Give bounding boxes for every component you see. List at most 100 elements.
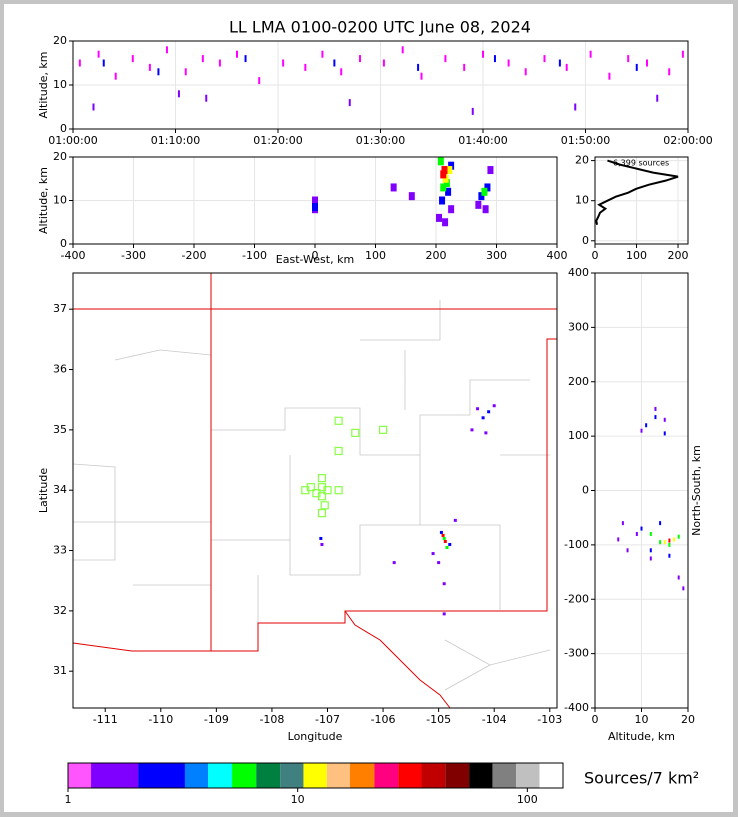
colorbar-segment — [349, 763, 375, 788]
source-point — [659, 521, 662, 526]
chart-title: LL LMA 0100-0200 UTC June 08, 2024 — [229, 18, 531, 37]
y-tick-label: 36 — [53, 363, 67, 376]
x-tick-label: 200 — [426, 249, 447, 262]
source-point — [565, 63, 568, 71]
source-point — [437, 561, 441, 565]
source-point — [524, 68, 527, 76]
station — [320, 501, 329, 510]
y-tick-label: 0 — [582, 234, 589, 247]
source-point — [663, 417, 666, 422]
station — [334, 446, 343, 456]
source-point — [392, 561, 396, 565]
y-axis-label: Altitude, km — [37, 167, 50, 234]
y-tick-label: 33 — [53, 544, 67, 557]
source-point — [319, 536, 323, 540]
source-point — [340, 68, 343, 76]
x-tick-label: -103 — [537, 713, 562, 726]
source-point — [487, 166, 494, 175]
source-point — [436, 213, 443, 222]
station — [317, 492, 327, 501]
source-point — [646, 59, 648, 67]
y-tick-label: 34 — [53, 483, 67, 496]
source-point — [487, 410, 491, 414]
x-tick-label: 0 — [592, 713, 599, 726]
source-point — [442, 536, 446, 540]
source-point — [543, 55, 546, 63]
source-point — [621, 521, 624, 526]
state-borders — [72, 273, 557, 709]
source-point — [608, 72, 611, 80]
x-tick-label: -105 — [426, 713, 451, 726]
source-point — [205, 94, 208, 102]
station — [378, 425, 388, 434]
y-tick-label: 32 — [53, 604, 67, 617]
source-point — [493, 55, 496, 63]
y-tick-label: 100 — [568, 429, 589, 442]
source-point — [445, 187, 452, 196]
y-tick-label: 300 — [568, 320, 589, 333]
y-axis-label: Latitude — [37, 468, 50, 514]
source-point — [148, 63, 151, 71]
panel: 1 10 100 Sources/7 km² — [65, 762, 699, 806]
source-point — [282, 59, 285, 67]
source-point — [463, 63, 466, 71]
source-point — [626, 548, 629, 553]
source-point — [444, 55, 447, 63]
source-point — [668, 553, 671, 558]
source-point — [645, 423, 648, 428]
source-point — [470, 428, 474, 432]
source-point — [441, 533, 445, 537]
source-point — [507, 59, 510, 67]
source-point — [244, 55, 247, 63]
source-point — [165, 46, 168, 54]
source-point — [475, 200, 482, 209]
colorbar-segment — [184, 763, 209, 788]
source-point — [236, 50, 238, 58]
y-tick-label: 200 — [568, 375, 589, 388]
colorbar-segment — [516, 763, 540, 788]
source-point — [448, 542, 452, 546]
colorbar-segment — [326, 763, 350, 788]
source-point — [442, 612, 446, 616]
source-point — [668, 542, 671, 547]
y-tick-label: 10 — [575, 194, 589, 207]
source-point — [453, 518, 457, 522]
source-point — [157, 68, 160, 76]
source-point — [677, 534, 680, 539]
y-tick-label: 400 — [568, 266, 589, 279]
colorbar-segment — [374, 763, 399, 788]
source-point — [304, 63, 307, 71]
x-tick-label: 100 — [626, 249, 647, 262]
source-point — [589, 50, 592, 58]
source-point — [114, 72, 117, 80]
source-point — [448, 161, 455, 170]
y-tick-label: 20 — [53, 34, 67, 47]
station — [317, 474, 327, 483]
x-tick-label: 100 — [365, 249, 386, 262]
x-tick-label: -110 — [148, 713, 173, 726]
source-point — [441, 166, 448, 175]
colorbar-segment — [539, 763, 563, 788]
station — [334, 416, 343, 425]
x-tick-label: -107 — [315, 713, 340, 726]
source-point — [131, 55, 134, 63]
source-point — [312, 203, 318, 212]
source-point — [574, 103, 577, 111]
colorbar-segment — [208, 763, 233, 788]
source-point — [635, 532, 638, 536]
source-point — [668, 538, 671, 543]
colorbar-segment — [469, 763, 493, 788]
panel: -400 -300 -200 -100 0 100 200 300 400 0 10 20 East-W… — [37, 150, 568, 266]
source-point — [443, 539, 447, 543]
x-tick-label: 01:00:00 — [48, 134, 97, 147]
y-axis-label: North-South, km — [690, 445, 703, 536]
y-tick-label: 31 — [53, 664, 67, 677]
source-point — [558, 59, 561, 67]
y-tick-label: 20 — [575, 154, 589, 167]
source-point — [448, 205, 455, 214]
x-tick-label: -400 — [61, 249, 86, 262]
y-tick-label: 0 — [60, 122, 67, 135]
x-tick-label: 1 — [65, 793, 72, 806]
altitude-profile — [595, 159, 679, 225]
source-point — [649, 532, 652, 536]
